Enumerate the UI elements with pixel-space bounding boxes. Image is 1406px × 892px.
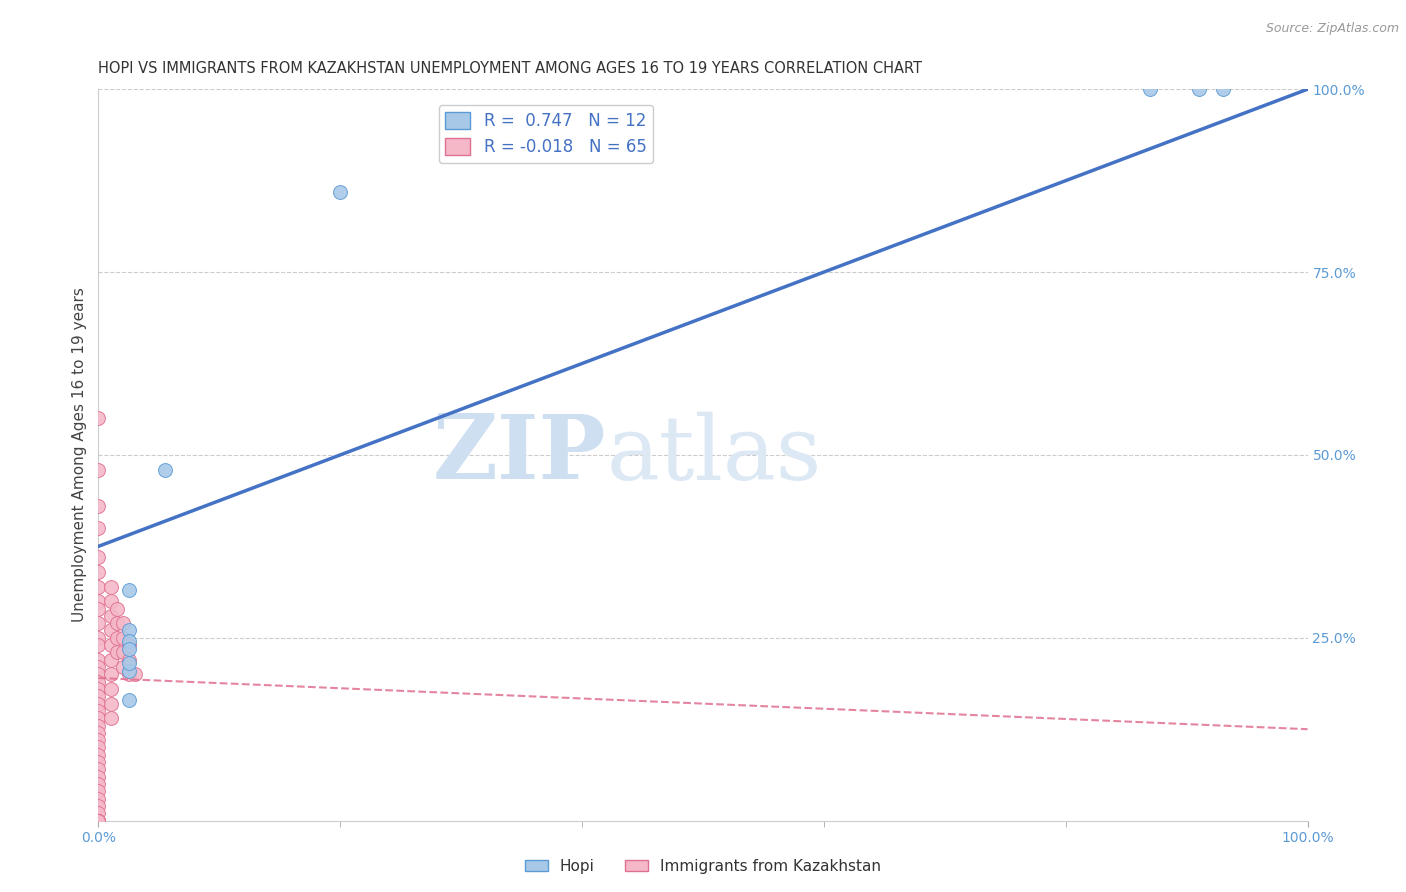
Point [105,631,128,645]
Point [87,747,110,762]
Point [105,601,128,615]
Point [87,499,110,513]
Point [111,616,134,631]
Point [118,641,141,656]
Point [100,667,122,681]
Point [87,726,110,740]
Point [118,634,141,648]
Point [87,690,110,704]
Point [100,681,122,696]
Point [87,763,110,777]
Point [111,631,134,645]
Point [87,740,110,755]
Point [87,814,110,828]
Text: Source: ZipAtlas.com: Source: ZipAtlas.com [1265,22,1399,36]
Point [100,638,122,652]
Point [87,814,110,828]
Point [87,667,110,681]
Point [87,411,110,425]
Point [87,681,110,696]
Point [87,660,110,674]
Point [87,814,110,828]
Point [87,711,110,725]
Point [100,697,122,711]
Text: atlas: atlas [606,411,821,499]
Point [1212,82,1234,96]
Point [118,657,141,671]
Point [87,814,110,828]
Point [87,462,110,476]
Point [87,550,110,565]
Point [118,583,141,598]
Point [118,624,141,638]
Point [118,664,141,678]
Point [124,667,146,681]
Point [87,806,110,821]
Point [100,653,122,667]
Point [87,697,110,711]
Y-axis label: Unemployment Among Ages 16 to 19 years: Unemployment Among Ages 16 to 19 years [72,287,87,623]
Point [111,645,134,659]
Point [1139,82,1161,96]
Point [87,674,110,689]
Point [1188,82,1211,96]
Point [87,799,110,814]
Point [100,580,122,594]
Point [87,638,110,652]
Point [105,616,128,631]
Point [87,814,110,828]
Point [118,638,141,652]
Point [87,616,110,631]
Legend: Hopi, Immigrants from Kazakhstan: Hopi, Immigrants from Kazakhstan [519,853,887,880]
Point [87,791,110,805]
Point [118,693,141,707]
Point [87,784,110,798]
Legend: R =  0.747   N = 12, R = -0.018   N = 65: R = 0.747 N = 12, R = -0.018 N = 65 [439,105,652,163]
Point [87,631,110,645]
Point [87,733,110,747]
Point [100,711,122,725]
Point [87,770,110,784]
Point [329,185,352,199]
Point [153,462,176,476]
Point [87,580,110,594]
Point [87,704,110,718]
Text: ZIP: ZIP [433,411,606,499]
Point [100,594,122,608]
Point [87,718,110,732]
Point [87,814,110,828]
Point [87,814,110,828]
Text: HOPI VS IMMIGRANTS FROM KAZAKHSTAN UNEMPLOYMENT AMONG AGES 16 TO 19 YEARS CORREL: HOPI VS IMMIGRANTS FROM KAZAKHSTAN UNEMP… [98,61,922,76]
Point [105,645,128,659]
Point [87,755,110,769]
Point [87,594,110,608]
Point [87,814,110,828]
Point [87,777,110,791]
Point [118,653,141,667]
Point [87,565,110,579]
Point [87,601,110,615]
Point [111,660,134,674]
Point [87,653,110,667]
Point [118,667,141,681]
Point [87,814,110,828]
Point [100,624,122,638]
Point [87,521,110,535]
Point [100,608,122,623]
